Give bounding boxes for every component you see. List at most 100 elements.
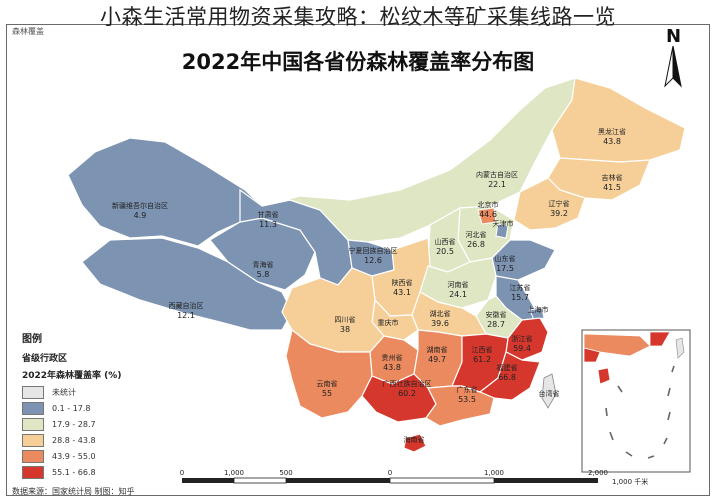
legend: 图例 省级行政区 2022年森林覆盖率 (%) 未统计 0.1 - 17.8 1… [22,330,182,481]
legend-row: 未统计 [22,385,182,399]
legend-swatch [22,449,44,463]
province-name-label: 江苏省 [510,283,531,292]
scale-bar: 0 1,000 500 0 1,000 2,000 1,000 千米 [180,469,649,486]
province-name-label: 广西壮族自治区 [383,379,432,388]
legend-label: 0.1 - 17.8 [52,403,91,413]
province-value-label: 43.8 [383,363,401,372]
province-name-label: 河北省 [466,230,487,239]
province-value-label: 38 [340,325,350,334]
province-value-label: 22.1 [488,180,506,189]
inset-hainan [597,367,611,385]
province-name-label: 河南省 [448,280,469,289]
province-value-label: 53.5 [458,395,476,404]
province-name-label: 辽宁省 [549,199,570,208]
province-labels: 新疆维吾尔自治区4.9西藏自治区12.1青海省5.8甘肃省11.3内蒙古自治区2… [112,127,626,444]
legend-row: 28.8 - 43.8 [22,433,182,447]
page-headline: 小森生活常用物资采集攻略：松纹木等矿采集线路一览 [100,5,616,29]
legend-scale-title: 2022年森林覆盖率 (%) [22,371,122,381]
north-arrow: N [664,26,682,88]
nine-dash-line [605,365,675,459]
province-value-label: 55 [322,389,332,398]
province-value-label: 24.1 [449,290,467,299]
province-taiwan [541,373,557,409]
province-name-label: 重庆市 [378,318,399,327]
south-china-sea-inset [581,329,691,473]
province-name-label: 宁夏回族自治区 [349,246,398,255]
province-value-label: 28.7 [487,320,505,329]
province-tianjin [495,223,509,239]
province-value-label: 12.6 [364,256,382,265]
province-name-label: 吉林省 [602,173,623,182]
province-value-label: 59.4 [513,344,531,353]
province-name-label: 广东省 [457,385,478,394]
province-liaoning [513,177,586,231]
legend-swatch [22,385,44,399]
scale-tick-label: 0 [180,469,184,477]
legend-row: 55.1 - 66.8 [22,465,182,479]
province-value-label: 66.8 [498,373,516,382]
inset-taiwan [675,337,685,359]
scale-unit-label: 1,000 千米 [612,477,648,486]
province-name-label: 甘肃省 [258,210,279,219]
province-name-label: 西藏自治区 [169,301,204,310]
province-value-label: 12.1 [177,311,195,320]
scale-tick-label: 500 [279,469,292,477]
province-value-label: 43.8 [603,137,621,146]
province-value-label: 61.2 [473,355,491,364]
province-name-label: 海南省 [404,435,425,444]
legend-swatch [22,417,44,431]
province-name-label: 北京市 [478,200,499,209]
legend-swatch [22,465,44,479]
province-value-label: 43.1 [393,288,411,297]
legend-title: 图例 [22,334,42,345]
legend-label: 43.9 - 55.0 [52,451,96,461]
scale-tick-label: 0 [388,469,392,477]
scale-tick-label: 2,000 [588,469,608,477]
province-value-label: 5.8 [257,270,270,279]
province-name-label: 云南省 [317,379,338,388]
legend-swatch [22,433,44,447]
province-value-label: 15.7 [511,293,529,302]
north-arrow-letter: N [666,26,681,47]
province-name-label: 天津市 [493,219,514,228]
province-name-label: 浙江省 [512,334,533,343]
scale-tick-label: 1,000 [484,469,504,477]
province-value-label: 49.7 [428,355,446,364]
province-value-label: 26.8 [467,240,485,249]
legend-swatch [22,401,44,415]
province-name-label: 湖北省 [430,309,451,318]
inset-fujian [649,331,671,347]
province-name-label: 四川省 [335,315,356,324]
province-value-label: 17.5 [496,264,514,273]
scale-tick-label: 1,000 [224,469,244,477]
map-title: 2022年中国各省份森林覆盖率分布图 [181,50,535,74]
province-value-label: 39.6 [431,319,449,328]
province-name-label: 江西省 [472,345,493,354]
province-shanghai [529,307,545,321]
province-name-label: 山东省 [495,254,516,263]
province-value-label: 44.6 [479,210,497,219]
legend-row: 0.1 - 17.8 [22,401,182,415]
province-fujian [478,351,541,401]
province-guangdong [425,385,495,427]
data-source: 数据来源：国家统计局 制图：知乎 [12,487,135,496]
province-beijing [477,207,497,225]
inset-guangxi [583,347,601,363]
legend-label: 17.9 - 28.7 [52,419,96,429]
province-name-label: 内蒙古自治区 [476,170,518,179]
province-yunnan [285,328,373,419]
province-name-label: 台湾省 [539,389,560,398]
frame-label: 森林覆盖 [12,27,44,36]
province-value-label: 11.3 [259,220,277,229]
province-name-label: 贵州省 [382,353,403,362]
province-name-label: 湖南省 [427,345,448,354]
province-value-label: 39.2 [550,209,568,218]
legend-row: 43.9 - 55.0 [22,449,182,463]
province-value-label: 20.5 [436,247,454,256]
legend-label: 55.1 - 66.8 [52,467,96,477]
province-name-label: 上海市 [528,305,549,314]
province-name-label: 陕西省 [392,278,413,287]
province-name-label: 青海省 [253,260,274,269]
province-name-label: 黑龙江省 [598,127,626,136]
